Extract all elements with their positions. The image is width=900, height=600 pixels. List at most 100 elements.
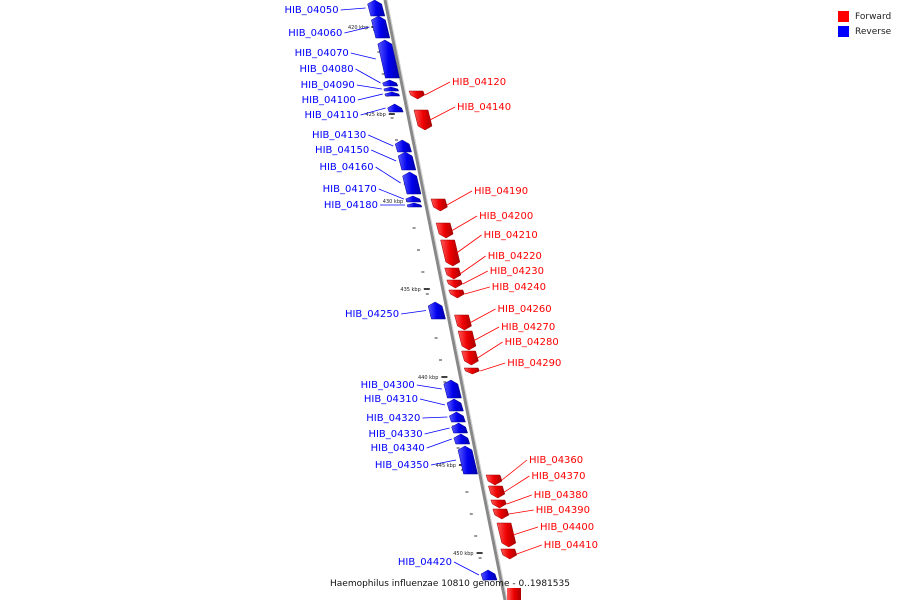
gene-leader-line <box>480 362 506 372</box>
gene-label[interactable]: HIB_04230 <box>490 266 544 277</box>
gene-arrow[interactable] <box>397 151 417 171</box>
gene-label[interactable]: HIB_04240 <box>492 282 546 293</box>
gene-arrow[interactable] <box>492 508 510 520</box>
gene-label[interactable]: HIB_04100 <box>302 95 356 106</box>
gene-leader-line <box>355 68 381 84</box>
gene-leader-line <box>462 270 488 285</box>
tick-label: 450 kbp <box>453 551 473 557</box>
gene-label[interactable]: HIB_04250 <box>345 309 399 320</box>
gene-leader-line <box>429 106 456 121</box>
gene-arrow[interactable] <box>443 379 462 399</box>
gene-arrow[interactable] <box>402 171 422 195</box>
gene-arrow[interactable] <box>435 222 454 239</box>
gene-arrow[interactable] <box>463 367 480 375</box>
gene-arrow[interactable] <box>427 301 446 320</box>
gene-label[interactable]: HIB_04120 <box>452 77 506 88</box>
gene-leader-line <box>368 134 394 147</box>
gene-arrow[interactable] <box>453 433 471 445</box>
gene-arrow[interactable] <box>382 79 399 87</box>
gene-label[interactable]: HIB_04220 <box>488 251 542 262</box>
gene-label[interactable]: HIB_04420 <box>398 557 452 568</box>
gene-label[interactable]: HIB_04140 <box>457 102 511 113</box>
map-title: Haemophilus influenzae 10810 genome - 0.… <box>330 579 570 589</box>
gene-label[interactable]: HIB_04150 <box>315 145 369 156</box>
gene-label[interactable]: HIB_04350 <box>375 460 429 471</box>
gene-label[interactable]: HIB_04320 <box>366 413 420 424</box>
gene-leader-line <box>350 52 376 60</box>
gene-arrow[interactable] <box>405 195 422 203</box>
gene-label[interactable]: HIB_04070 <box>295 48 349 59</box>
gene-leader-line <box>375 166 401 184</box>
gene-label[interactable]: HIB_04330 <box>368 429 422 440</box>
gene-leader-line <box>422 416 448 419</box>
gene-leader-line <box>424 427 450 435</box>
gene-label[interactable]: HIB_04200 <box>479 211 533 222</box>
gene-leader-line <box>508 509 534 515</box>
gene-leader-line <box>360 107 386 116</box>
gene-label[interactable]: HIB_04190 <box>474 186 528 197</box>
genome-backbone <box>383 0 507 600</box>
gene-label[interactable]: HIB_04390 <box>536 505 590 516</box>
gene-arrow[interactable] <box>444 267 462 280</box>
genome-backbone-highlight <box>386 0 508 600</box>
gene-arrow[interactable] <box>451 422 468 434</box>
gene-arrow[interactable] <box>448 289 465 299</box>
gene-arrow[interactable] <box>367 0 386 17</box>
gene-label[interactable]: HIB_04050 <box>284 5 338 16</box>
gene-label[interactable]: HIB_04360 <box>529 455 583 466</box>
gene-leader-line <box>416 384 442 390</box>
gene-label[interactable]: HIB_04310 <box>364 394 418 405</box>
gene-arrow[interactable] <box>406 202 423 208</box>
gene-arrow[interactable] <box>383 86 399 92</box>
gene-label[interactable]: HIB_04300 <box>361 380 415 391</box>
gene-arrow[interactable] <box>461 350 479 366</box>
gene-label[interactable]: HIB_04410 <box>544 540 598 551</box>
gene-label[interactable]: HIB_04370 <box>531 471 585 482</box>
gene-label[interactable]: HIB_04180 <box>324 200 378 211</box>
gene-leader-line <box>516 544 542 555</box>
gene-label[interactable]: HIB_04400 <box>540 522 594 533</box>
gene-arrow[interactable] <box>408 90 425 100</box>
gene-arrow[interactable] <box>500 548 518 560</box>
gene-label[interactable]: HIB_04160 <box>319 162 373 173</box>
gene-arrow[interactable] <box>440 239 461 267</box>
gene-label[interactable]: HIB_04380 <box>534 490 588 501</box>
gene-arrow[interactable] <box>430 198 448 212</box>
gene-arrow[interactable] <box>394 139 412 153</box>
gene-arrow[interactable] <box>377 39 400 79</box>
gene-label[interactable]: HIB_04270 <box>501 322 555 333</box>
gene-leader-line <box>506 494 532 505</box>
gene-arrow[interactable] <box>413 109 433 131</box>
gene-leader-line <box>504 475 530 493</box>
legend-item-reverse: Reverse <box>838 24 891 39</box>
gene-arrow[interactable] <box>387 103 404 113</box>
gene-arrow[interactable] <box>446 279 463 289</box>
gene-label[interactable]: HIB_04260 <box>498 304 552 315</box>
gene-arrow[interactable] <box>449 411 466 423</box>
gene-arrow[interactable] <box>457 330 477 351</box>
gene-arrow[interactable] <box>446 398 464 412</box>
gene-label[interactable]: HIB_04290 <box>507 358 561 369</box>
gene-arrow[interactable] <box>490 499 507 509</box>
gene-label[interactable]: HIB_04110 <box>304 110 358 121</box>
gene-label[interactable]: HIB_04060 <box>288 28 342 39</box>
gene-arrow[interactable] <box>496 522 517 548</box>
gene-label[interactable]: HIB_04090 <box>301 80 355 91</box>
gene-leader-line <box>460 255 486 274</box>
gene-leader-line <box>453 561 480 576</box>
gene-arrow[interactable] <box>485 474 503 486</box>
gene-arrow[interactable] <box>480 569 498 581</box>
gene-leader-line <box>473 326 500 341</box>
gene-label[interactable]: HIB_04170 <box>323 184 377 195</box>
gene-arrow[interactable] <box>371 15 391 39</box>
gene-label[interactable]: HIB_04080 <box>299 64 353 75</box>
gene-arrow[interactable] <box>384 91 400 97</box>
gene-arrow[interactable] <box>457 445 478 475</box>
gene-arrow[interactable] <box>488 485 506 499</box>
gene-label[interactable]: HIB_04130 <box>312 130 366 141</box>
gene-label[interactable]: HIB_04210 <box>484 230 538 241</box>
gene-label[interactable]: HIB_04340 <box>371 443 425 454</box>
gene-arrow[interactable] <box>454 314 472 331</box>
gene-label[interactable]: HIB_04280 <box>505 337 559 348</box>
